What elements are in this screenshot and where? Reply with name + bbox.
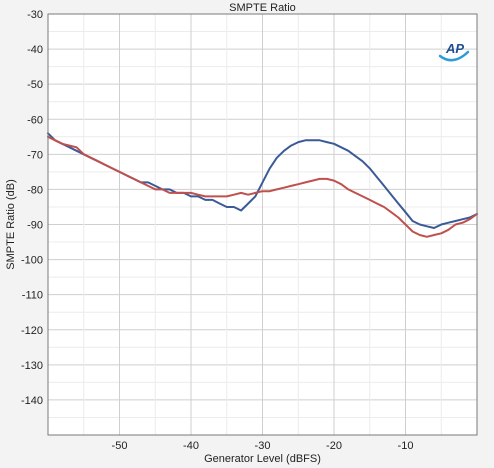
y-tick-label: -50 bbox=[27, 79, 43, 91]
plot-frame bbox=[47, 13, 478, 436]
y-tick-labels: -30 -40 -50 -60 -70 -80 -90 -100 -110 -120 -130 -14… bbox=[21, 9, 43, 407]
y-tick-label: -90 bbox=[27, 220, 43, 232]
x-tick-label: -10 bbox=[398, 440, 414, 452]
y-tick-label: -80 bbox=[27, 184, 43, 196]
x-tick-label: -50 bbox=[112, 440, 128, 452]
x-tick-label: -40 bbox=[183, 440, 199, 452]
series-lines bbox=[47, 132, 478, 238]
ap-logo: AP bbox=[438, 41, 470, 62]
x-axis-label: Generator Level (dBFS) bbox=[204, 453, 321, 465]
ap-logo-swoosh bbox=[438, 50, 470, 62]
y-tick-label: -60 bbox=[27, 114, 43, 126]
y-tick-label: -100 bbox=[21, 255, 43, 267]
y-tick-label: -120 bbox=[21, 325, 43, 337]
chart-title: SMPTE Ratio bbox=[229, 2, 296, 14]
x-tick-labels: -50 -40 -30 -20 -10 bbox=[112, 440, 414, 452]
y-tick-label: -70 bbox=[27, 149, 43, 161]
x-tick-label: -20 bbox=[326, 440, 342, 452]
y-tick-label: -30 bbox=[27, 9, 43, 21]
y-axis-label: SMPTE Ratio (dB) bbox=[5, 179, 17, 269]
y-tick-label: -40 bbox=[27, 44, 43, 56]
grid-lines bbox=[48, 13, 477, 436]
y-tick-label: -110 bbox=[22, 290, 43, 302]
y-tick-label: -140 bbox=[21, 395, 43, 407]
series-line-2 bbox=[47, 135, 478, 238]
y-tick-label: -130 bbox=[21, 360, 43, 372]
x-tick-label: -30 bbox=[255, 440, 271, 452]
ap-logo-text: AP bbox=[445, 41, 464, 56]
